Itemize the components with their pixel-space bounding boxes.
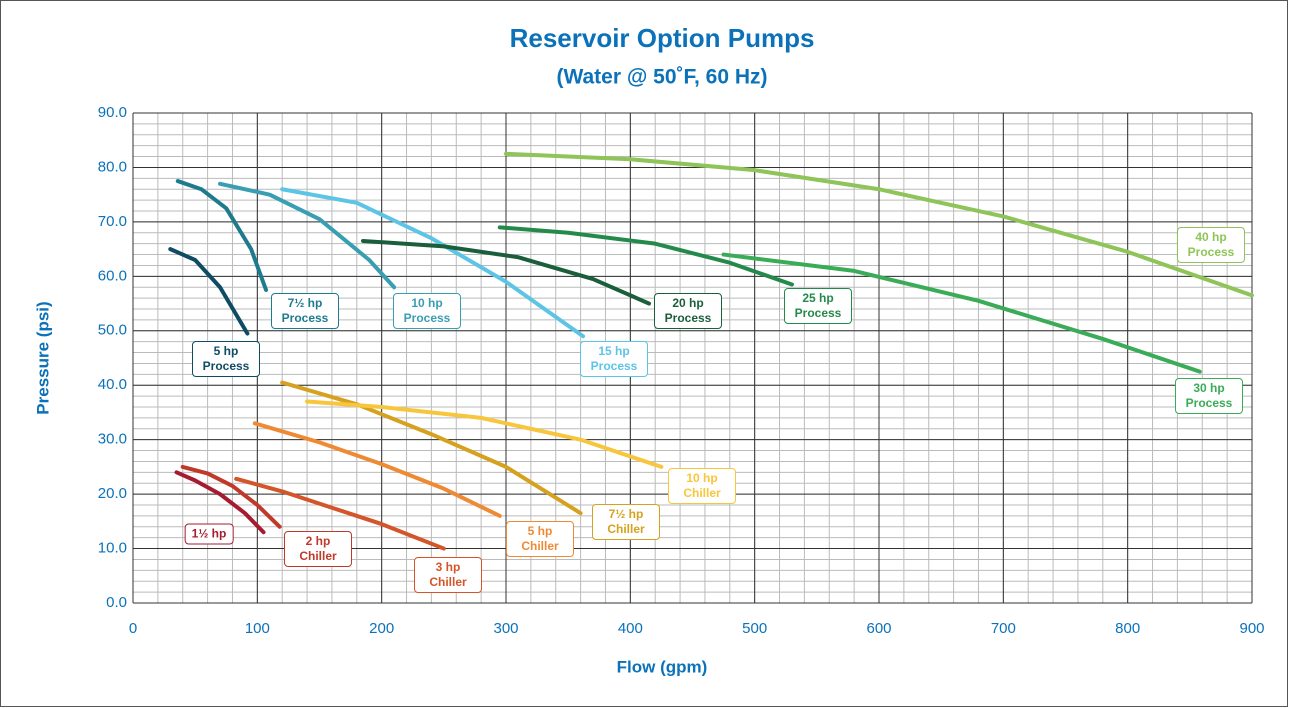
- series-line: [280, 187, 586, 339]
- series-line: [504, 151, 1254, 298]
- y-axis-label: Pressure (psi): [33, 301, 52, 414]
- series-label: 40 hp Process: [1177, 227, 1245, 263]
- x-tick-label: 800: [1115, 620, 1140, 637]
- chart-subtitle: (Water @ 50˚F, 60 Hz): [556, 66, 767, 89]
- y-tick-label: 50.0: [98, 322, 127, 339]
- series-line: [361, 238, 651, 306]
- x-tick-label: 200: [369, 620, 394, 637]
- y-tick-label: 0.0: [106, 594, 127, 611]
- series-line: [175, 179, 269, 292]
- series-line: [721, 252, 1202, 374]
- series-label: 30 hp Process: [1175, 378, 1243, 414]
- series-label: 7½ hp Process: [271, 293, 339, 329]
- series-label: 10 hp Process: [393, 293, 461, 329]
- chart-title: Reservoir Option Pumps: [510, 23, 815, 53]
- series-label: 10 hp Chiller: [668, 468, 736, 504]
- x-tick-label: 700: [991, 620, 1016, 637]
- series-label: 5 hp Chiller: [506, 521, 574, 557]
- x-tick-label: 100: [245, 620, 270, 637]
- series-label: 3 hp Chiller: [414, 557, 482, 593]
- series-line: [218, 181, 397, 290]
- y-tick-label: 60.0: [98, 267, 127, 284]
- x-tick-label: 0: [129, 620, 137, 637]
- series-line: [234, 476, 446, 551]
- x-tick-label: 500: [742, 620, 767, 637]
- x-tick-label: 600: [866, 620, 891, 637]
- x-axis-label: Flow (gpm): [617, 657, 708, 676]
- series-line: [168, 247, 250, 336]
- series-line: [180, 464, 282, 529]
- series-line: [305, 399, 664, 469]
- series-line: [497, 225, 794, 287]
- series-line: [174, 470, 266, 535]
- y-tick-label: 10.0: [98, 540, 127, 557]
- series-label: 20 hp Process: [654, 293, 722, 329]
- series-label: 2 hp Chiller: [284, 531, 352, 567]
- series-line: [252, 421, 502, 518]
- x-tick-label: 400: [618, 620, 643, 637]
- series-label: 7½ hp Chiller: [592, 504, 660, 540]
- series-label: 5 hp Process: [192, 341, 260, 377]
- y-tick-label: 40.0: [98, 376, 127, 393]
- y-tick-label: 70.0: [98, 213, 127, 230]
- series-line: [280, 380, 583, 516]
- series-label: 1½ hp: [184, 523, 234, 545]
- y-tick-label: 80.0: [98, 158, 127, 175]
- y-tick-label: 30.0: [98, 431, 127, 448]
- x-tick-label: 900: [1239, 620, 1264, 637]
- y-tick-label: 20.0: [98, 485, 127, 502]
- series-label: 15 hp Process: [580, 341, 648, 377]
- y-tick-label: 90.0: [98, 104, 127, 121]
- x-tick-label: 300: [493, 620, 518, 637]
- series-label: 25 hp Process: [784, 288, 852, 324]
